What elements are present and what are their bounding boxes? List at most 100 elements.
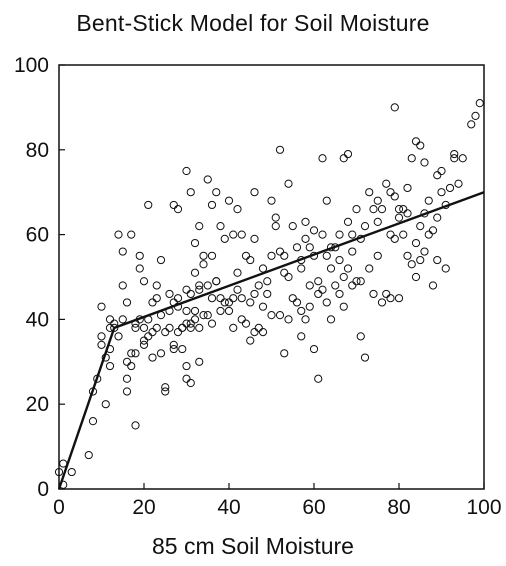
- data-point: [386, 294, 395, 303]
- data-point: [127, 361, 136, 371]
- data-point: [139, 323, 149, 332]
- data-point: [416, 255, 425, 265]
- data-point: [297, 264, 306, 273]
- data-point: [173, 328, 183, 337]
- data-point: [182, 361, 191, 371]
- data-point: [288, 222, 297, 231]
- data-point: [229, 294, 238, 303]
- data-point: [369, 289, 378, 299]
- data-point: [250, 289, 259, 299]
- data-point: [122, 357, 132, 366]
- data-point: [84, 450, 93, 460]
- data-point: [428, 226, 438, 235]
- data-point: [152, 323, 161, 332]
- data-point: [88, 417, 98, 426]
- data-point: [356, 277, 365, 286]
- data-point: [139, 336, 149, 345]
- data-point: [280, 251, 289, 260]
- data-point: [305, 281, 314, 290]
- data-point: [67, 467, 76, 477]
- data-point: [237, 315, 246, 324]
- data-point: [411, 137, 421, 146]
- data-point: [195, 285, 204, 294]
- data-point: [365, 188, 374, 197]
- data-point: [356, 332, 365, 341]
- data-point: [433, 171, 442, 180]
- data-point: [411, 238, 421, 248]
- data-point: [258, 328, 268, 337]
- data-point: [450, 149, 459, 159]
- data-point: [122, 387, 132, 396]
- data-point: [352, 277, 361, 286]
- data-point: [437, 188, 446, 197]
- data-point: [407, 154, 416, 163]
- data-point: [224, 306, 234, 316]
- y-axis-ticks: 0 20 40 60 80 100: [14, 54, 65, 501]
- data-point: [233, 205, 242, 214]
- data-point: [309, 344, 319, 354]
- data-point: [258, 264, 268, 273]
- chart-title: Bent-Stick Model for Soil Moisture: [76, 10, 430, 36]
- data-point: [182, 374, 191, 383]
- data-point: [377, 205, 387, 214]
- data-point: [186, 323, 195, 332]
- data-point: [322, 251, 331, 260]
- data-point: [399, 205, 408, 214]
- data-point: [335, 255, 344, 265]
- data-point: [428, 281, 438, 290]
- data-point: [339, 272, 348, 282]
- data-point: [394, 294, 404, 303]
- data-point: [275, 145, 285, 154]
- data-point: [135, 251, 144, 260]
- data-point: [314, 277, 323, 286]
- data-point: [445, 183, 455, 193]
- data-point: [297, 306, 306, 316]
- data-point: [207, 294, 217, 303]
- data-point: [182, 166, 191, 176]
- data-point: [373, 217, 382, 226]
- data-point: [250, 188, 259, 197]
- x-tick-label: 100: [466, 496, 501, 519]
- data-point: [348, 281, 357, 290]
- data-point: [275, 247, 285, 256]
- data-point: [161, 328, 170, 337]
- data-point: [369, 205, 378, 214]
- data-point: [118, 247, 127, 256]
- data-point: [458, 154, 467, 163]
- data-point: [156, 255, 166, 265]
- data-point: [165, 289, 174, 299]
- data-point: [216, 306, 225, 316]
- data-point: [173, 294, 183, 303]
- data-point: [403, 251, 412, 260]
- data-point: [424, 196, 433, 205]
- data-point: [182, 285, 191, 294]
- data-point: [195, 222, 204, 231]
- data-point: [343, 149, 353, 159]
- data-point: [156, 349, 166, 358]
- data-point: [390, 192, 399, 201]
- data-point: [161, 383, 170, 392]
- data-point: [241, 319, 251, 328]
- data-point: [267, 196, 276, 205]
- data-point: [169, 344, 178, 354]
- y-tick-label: 20: [26, 393, 49, 416]
- data-point: [318, 230, 327, 239]
- data-point: [411, 272, 421, 282]
- data-point: [394, 213, 404, 222]
- data-point: [314, 374, 323, 383]
- data-point: [152, 294, 161, 303]
- data-point: [335, 289, 344, 299]
- data-point: [339, 302, 348, 311]
- data-point: [471, 111, 480, 120]
- data-point: [186, 378, 195, 388]
- data-point: [237, 294, 246, 303]
- data-point: [207, 251, 217, 260]
- data-point: [152, 281, 161, 290]
- x-tick-label: 20: [132, 496, 155, 519]
- data-point: [161, 387, 170, 396]
- data-point: [309, 226, 319, 235]
- data-point: [267, 251, 276, 260]
- data-point: [318, 285, 327, 294]
- data-point: [97, 340, 106, 349]
- data-point: [301, 315, 310, 324]
